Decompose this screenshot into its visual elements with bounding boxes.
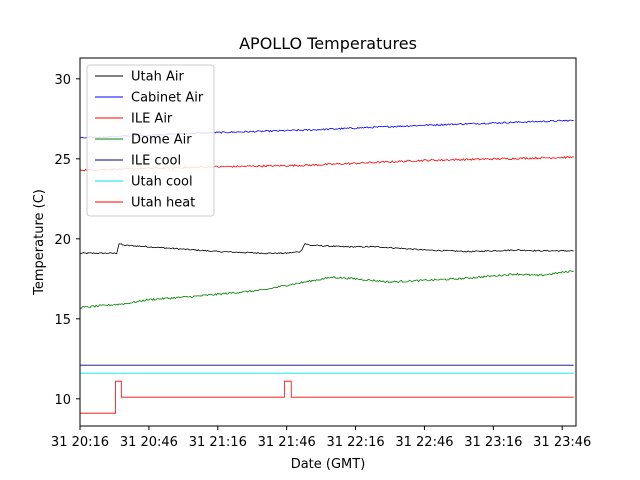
series-line-utah-air [79, 243, 574, 255]
y-tick-label: 25 [54, 153, 71, 168]
x-tick-label: 31 20:46 [120, 435, 178, 450]
y-tick-label: 10 [54, 393, 71, 408]
y-tick-label: 30 [54, 73, 71, 88]
x-tick-label: 31 22:16 [326, 435, 384, 450]
legend-entry-label: Dome Air [131, 133, 192, 148]
x-tick-label: 31 23:46 [533, 435, 591, 450]
y-tick-label: 15 [54, 313, 71, 328]
legend-entry-label: Utah Air [131, 70, 184, 85]
legend-entry-label: Utah cool [131, 175, 193, 190]
ticks-layer: 31 20:16 31 20:46 31 21:16 31 21:46 31 22:16… [51, 73, 591, 450]
series-line-utah-heat [80, 380, 574, 414]
y-tick-label: 20 [54, 233, 71, 248]
legend-entry-label: ILE Air [131, 112, 173, 127]
legend-entry-label: Utah heat [131, 196, 195, 211]
x-tick-label: 31 20:16 [51, 435, 109, 450]
x-axis-title: Date (GMT) [291, 457, 366, 472]
chart-title: APOLLO Temperatures [239, 34, 417, 53]
y-axis-title: Temperature (C) [32, 189, 47, 296]
x-tick-label: 31 22:46 [395, 435, 453, 450]
x-tick-label: 31 21:46 [258, 435, 316, 450]
legend-entry-label: Cabinet Air [131, 91, 204, 106]
series-line-dome-air [79, 270, 574, 309]
x-tick-label: 31 21:16 [189, 435, 247, 450]
legend-entry-label: ILE cool [131, 154, 181, 169]
legend: Utah Air Cabinet Air ILE Air Dome Air ILE co… [86, 64, 215, 217]
x-tick-label: 31 23:16 [464, 435, 522, 450]
legend-frame [86, 64, 215, 217]
plot-frame [79, 57, 577, 427]
